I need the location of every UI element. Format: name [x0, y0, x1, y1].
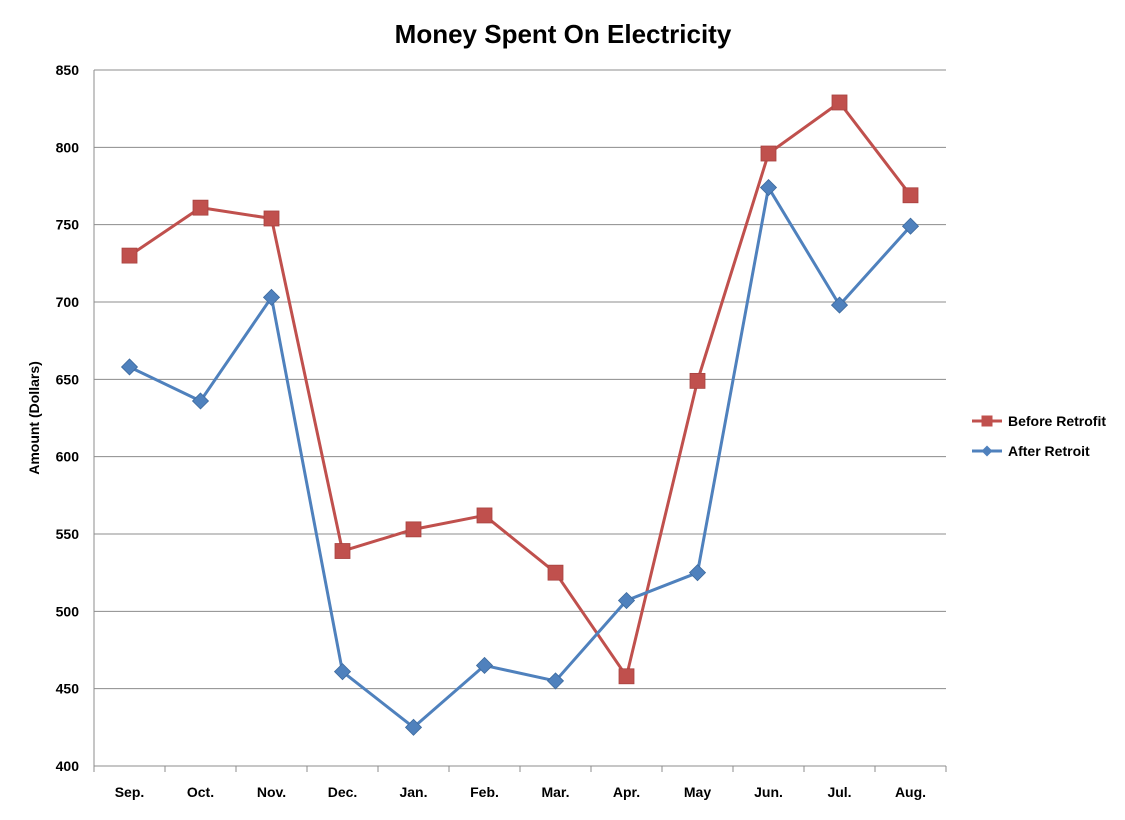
data-point — [617, 591, 636, 610]
x-tick-label: Jan. — [399, 784, 427, 800]
series-line — [128, 186, 912, 729]
data-point — [546, 672, 565, 690]
data-point — [831, 94, 848, 111]
gridlines — [94, 69, 946, 690]
y-tick-label: 650 — [56, 371, 80, 387]
data-point — [333, 663, 352, 681]
series — [120, 94, 920, 736]
x-tick-label: Jul. — [827, 784, 851, 800]
data-point — [121, 247, 138, 264]
data-point — [902, 187, 919, 204]
x-tick-labels: Sep. Oct. Nov. Dec. Jan. Feb. Mar. Apr. May Jun. J… — [115, 784, 926, 800]
data-point — [476, 507, 493, 524]
data-point — [404, 718, 423, 736]
x-tick-label: Oct. — [187, 784, 214, 800]
data-point — [618, 668, 635, 685]
y-tick-label: 550 — [56, 526, 80, 542]
y-tick-label: 750 — [56, 217, 80, 233]
data-point — [334, 543, 351, 559]
x-tick-label: Aug. — [895, 784, 926, 800]
y-tick-label: 400 — [56, 758, 80, 774]
legend-item: After Retroit — [972, 443, 1090, 459]
legend-marker — [981, 415, 993, 427]
axes — [93, 70, 947, 772]
legend-marker — [981, 445, 993, 457]
y-tick-labels: 850 800 750 700 650 600 550 500 450 400 — [56, 62, 80, 774]
y-tick-label: 700 — [56, 294, 80, 310]
data-point — [192, 199, 209, 216]
y-axis-label: Amount (Dollars) — [26, 361, 42, 475]
data-point — [830, 296, 849, 314]
data-point — [191, 392, 210, 410]
series-after-retroit — [120, 178, 920, 736]
data-point — [120, 358, 139, 376]
legend-item: Before Retrofit — [972, 413, 1106, 429]
x-tick-label: Mar. — [541, 784, 569, 800]
x-tick-label: Apr. — [613, 784, 640, 800]
y-tick-label: 800 — [56, 139, 80, 155]
data-point — [901, 217, 920, 235]
data-point — [263, 210, 280, 227]
data-point — [475, 656, 494, 675]
x-tick-label: Jun. — [754, 784, 783, 800]
x-tick-label: Sep. — [115, 784, 145, 800]
data-point — [688, 564, 707, 582]
legend: Before Retrofit After Retroit — [972, 413, 1106, 459]
x-tick-label: May — [684, 784, 711, 800]
y-tick-label: 500 — [56, 603, 80, 619]
chart-title: Money Spent On Electricity — [395, 19, 732, 49]
y-tick-label: 850 — [56, 62, 80, 78]
legend-label: After Retroit — [1008, 443, 1090, 459]
x-tick-label: Feb. — [470, 784, 499, 800]
data-point — [759, 178, 778, 197]
data-point — [689, 372, 706, 389]
y-tick-label: 600 — [56, 449, 80, 465]
x-tick-label: Dec. — [328, 784, 358, 800]
series-line — [128, 100, 912, 678]
data-point — [405, 521, 422, 538]
legend-label: Before Retrofit — [1008, 413, 1106, 429]
y-tick-label: 450 — [56, 681, 80, 697]
data-point — [760, 145, 777, 162]
data-point — [547, 564, 564, 581]
data-point — [262, 288, 281, 306]
x-tick-label: Nov. — [257, 784, 286, 800]
series-before-retrofit — [121, 94, 919, 685]
